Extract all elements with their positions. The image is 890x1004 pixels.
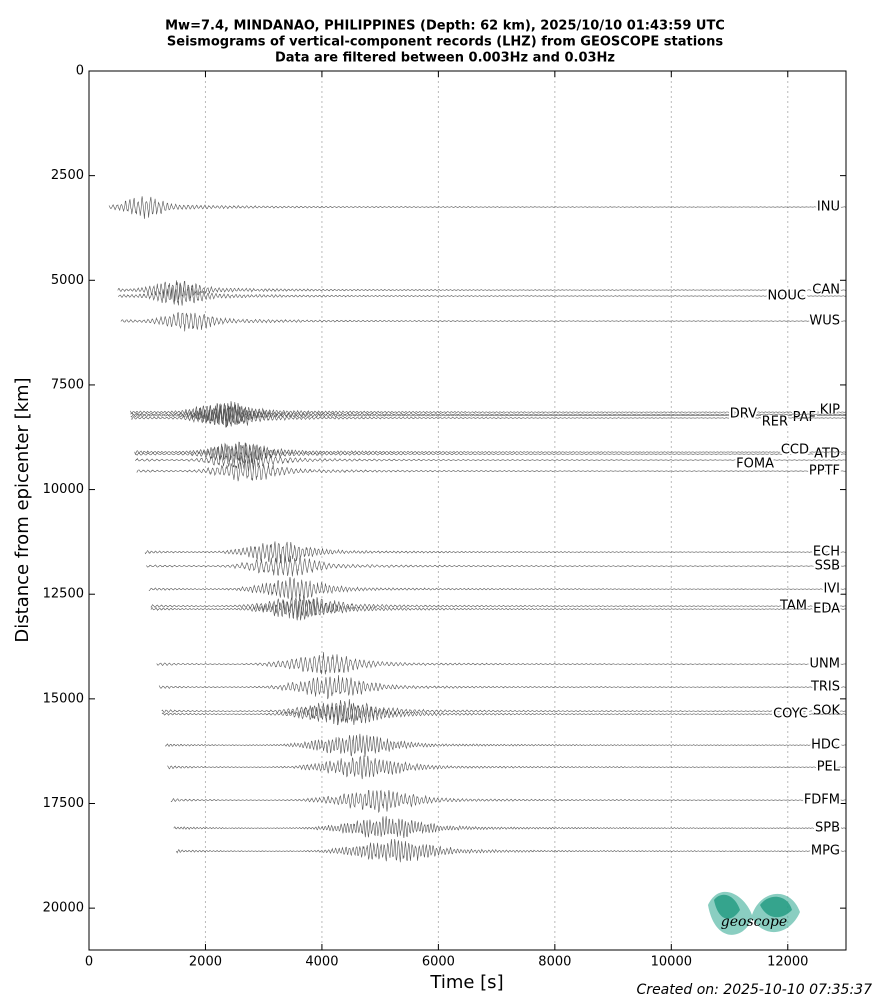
seismogram-trace — [136, 459, 846, 482]
seismogram-trace — [150, 598, 846, 621]
x-tick-label: 0 — [85, 955, 93, 970]
seismogram-trace — [108, 196, 847, 219]
seismogram-trace — [130, 401, 847, 423]
station-label: TRIS — [810, 680, 840, 695]
logo: geoscope — [708, 891, 800, 935]
seismogram-trace — [161, 699, 846, 724]
seismogram-trace — [135, 449, 846, 472]
station-label: FDFM — [804, 793, 840, 808]
station-label: TAM — [779, 599, 807, 614]
x-tick-label: 4000 — [305, 955, 338, 970]
seismogram-trace — [161, 703, 846, 726]
station-label: DRV — [730, 407, 757, 422]
y-axis-label: Distance from epicenter [km] — [12, 377, 33, 642]
x-tick-label: 8000 — [538, 955, 571, 970]
seismogram-trace — [156, 652, 846, 675]
seismogram-trace — [130, 403, 846, 426]
logo-shape — [714, 894, 792, 919]
title-line: Mw=7.4, MINDANAO, PHILIPPINES (Depth: 62… — [165, 19, 725, 34]
y-tick-label: 12500 — [43, 587, 84, 602]
x-tick-label: 12000 — [767, 955, 808, 970]
station-label: KIP — [820, 403, 840, 418]
seismogram-trace — [167, 755, 846, 780]
station-label: WUS — [809, 314, 840, 329]
seismogram-trace — [173, 816, 846, 839]
seismogram-trace — [158, 675, 846, 700]
station-label: EDA — [813, 602, 840, 617]
footer: Created on: 2025-10-10 07:35:37 — [637, 982, 873, 998]
y-tick-label: 5000 — [51, 273, 84, 288]
y-tick-label: 2500 — [51, 168, 84, 183]
station-label: ECH — [813, 545, 840, 560]
seismogram-trace — [117, 280, 846, 303]
station-label: RER — [762, 414, 788, 429]
title-line: Data are filtered between 0.003Hz and 0.… — [275, 51, 615, 66]
seismogram-trace — [148, 577, 846, 601]
seismogram-trace — [130, 405, 846, 428]
seismogram-trace — [134, 441, 846, 463]
seismogram-trace — [118, 283, 847, 306]
station-label: ATD — [814, 447, 840, 462]
x-tick-label: 2000 — [189, 955, 222, 970]
station-label: CAN — [812, 283, 840, 298]
station-label: HDC — [811, 738, 840, 753]
station-label: IVI — [823, 582, 840, 597]
plot-frame — [88, 70, 847, 951]
station-label: COYC — [773, 707, 808, 722]
x-axis-label: Time [s] — [429, 972, 503, 993]
seismogram-trace — [175, 839, 846, 863]
x-tick-label: 6000 — [422, 955, 455, 970]
logo-text: geoscope — [721, 914, 787, 930]
station-label: CCD — [781, 443, 809, 458]
y-tick-label: 10000 — [43, 482, 84, 497]
seismogram-trace — [146, 554, 846, 577]
station-label: MPG — [811, 844, 840, 859]
y-tick-label: 15000 — [43, 691, 84, 706]
y-tick-label: 0 — [76, 64, 84, 79]
seismogram-trace — [144, 541, 846, 565]
station-label: UNM — [810, 657, 840, 672]
station-label: SPB — [815, 821, 840, 836]
seismogram-trace — [134, 442, 846, 465]
title-line: Seismograms of vertical-component record… — [167, 35, 723, 50]
seismogram-trace — [120, 312, 846, 332]
y-tick-label: 7500 — [51, 377, 84, 392]
station-label: SOK — [813, 704, 840, 719]
station-label: NOUC — [767, 289, 806, 304]
y-tick-label: 20000 — [43, 901, 84, 916]
x-tick-label: 10000 — [651, 955, 692, 970]
seismogram-trace — [170, 789, 847, 814]
station-label: INU — [817, 200, 840, 215]
plot-area: 0 2000 4000 6000 8000 10000 12000 0 2500 5000 7500… — [43, 64, 847, 970]
seismogram-trace — [164, 733, 846, 757]
seismogram-trace — [150, 594, 846, 618]
station-label: PPTF — [809, 464, 840, 479]
station-label: FOMA — [736, 457, 774, 472]
station-label: SSB — [815, 559, 840, 574]
y-tick-label: 17500 — [43, 796, 84, 811]
station-label: PEL — [817, 760, 841, 775]
station-label: PAF — [793, 410, 816, 425]
